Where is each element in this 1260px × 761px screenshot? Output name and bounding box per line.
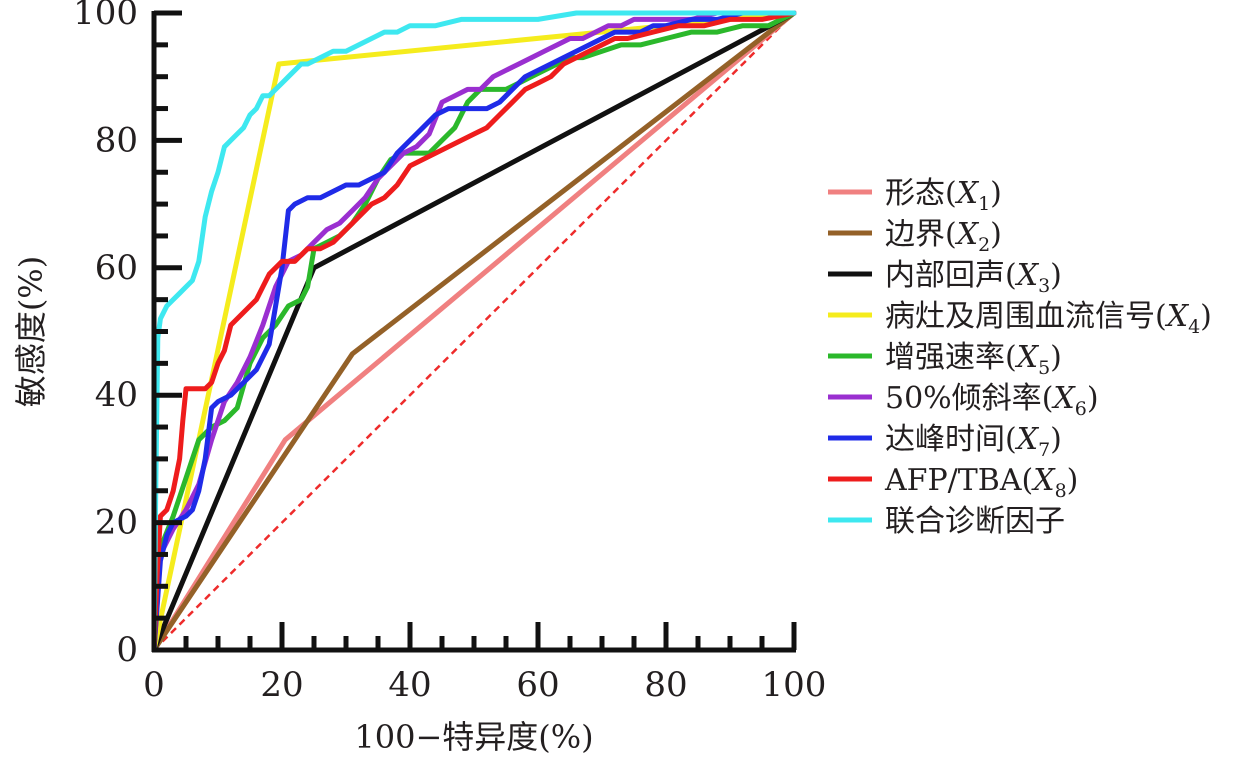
- y-tick-label: 60: [95, 248, 138, 288]
- diagonal-reference-line: [153, 12, 795, 651]
- x-tick-label: 20: [260, 665, 303, 705]
- series-line-5: [151, 10, 797, 653]
- legend-label: 形态(X1): [885, 176, 1002, 215]
- legend-label: 增强速率(X5): [885, 340, 1062, 379]
- legend-label: 联合诊断因子: [885, 504, 1065, 539]
- series-line-9: [151, 10, 797, 653]
- legend-label: 边界(X2): [885, 217, 1002, 256]
- legend-label: 内部回声(X3): [885, 258, 1062, 297]
- legend-label: AFP/TBA(X8): [884, 463, 1078, 502]
- legend-label: 病灶及周围血流信号(X4): [885, 299, 1212, 338]
- series-line-8: [151, 10, 797, 653]
- y-tick-label: 80: [95, 120, 138, 160]
- legend-label: 达峰时间(X7): [885, 422, 1062, 461]
- series-line-3: [151, 10, 797, 653]
- legend-label: 50%倾斜率(X6): [885, 381, 1099, 420]
- legend: 形态(X1)边界(X2)内部回声(X3)病灶及周围血流信号(X4)增强速率(X5…: [828, 176, 1212, 539]
- x-axis-title: 100−特异度(%): [354, 718, 593, 756]
- x-tick-label: 0: [143, 665, 165, 705]
- x-tick-label: 80: [644, 665, 687, 705]
- y-tick-label: 20: [95, 503, 138, 543]
- x-tick-label: 40: [388, 665, 431, 705]
- y-tick-label: 0: [116, 630, 138, 670]
- x-tick-label: 60: [516, 665, 559, 705]
- series-line-7: [151, 10, 797, 653]
- series-line-2: [151, 10, 797, 653]
- x-tick-label: 100: [762, 665, 827, 705]
- y-tick-label: 40: [95, 375, 138, 415]
- y-tick-label: 100: [73, 0, 138, 33]
- series-line-1: [151, 10, 797, 653]
- y-axis-title: 敏感度(%): [12, 256, 50, 407]
